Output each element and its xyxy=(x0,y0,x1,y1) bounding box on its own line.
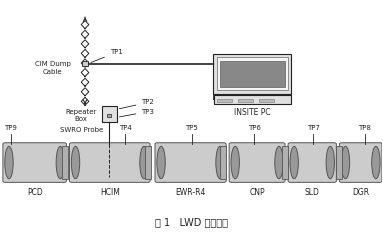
Ellipse shape xyxy=(5,146,13,179)
Ellipse shape xyxy=(216,146,224,179)
FancyBboxPatch shape xyxy=(214,95,291,104)
Text: Repeater
Box: Repeater Box xyxy=(65,109,97,122)
Bar xyxy=(238,99,253,102)
Text: INSITE PC: INSITE PC xyxy=(234,107,271,116)
Bar xyxy=(282,146,288,179)
Text: TP6: TP6 xyxy=(248,125,261,131)
Text: TP1: TP1 xyxy=(91,49,123,62)
Bar xyxy=(82,62,88,66)
Bar xyxy=(336,146,342,179)
Text: CIM Dump
Cable: CIM Dump Cable xyxy=(35,62,70,75)
Bar xyxy=(102,106,116,122)
Bar xyxy=(145,146,151,179)
Ellipse shape xyxy=(341,146,350,179)
Text: EWR-R4: EWR-R4 xyxy=(175,188,206,197)
FancyBboxPatch shape xyxy=(217,57,288,90)
Text: SWRO Probe: SWRO Probe xyxy=(60,127,103,133)
Ellipse shape xyxy=(231,146,239,179)
FancyBboxPatch shape xyxy=(69,143,150,182)
Ellipse shape xyxy=(275,146,283,179)
Ellipse shape xyxy=(56,146,64,179)
FancyBboxPatch shape xyxy=(339,143,382,182)
Text: DGR: DGR xyxy=(352,188,369,197)
Text: HCIM: HCIM xyxy=(100,188,120,197)
FancyBboxPatch shape xyxy=(213,54,291,94)
Text: TP7: TP7 xyxy=(307,125,319,131)
Text: TP3: TP3 xyxy=(119,109,154,117)
Bar xyxy=(220,61,285,87)
Text: SLD: SLD xyxy=(305,188,320,197)
Bar xyxy=(108,114,111,116)
Bar xyxy=(62,146,68,179)
Text: TP5: TP5 xyxy=(185,125,198,131)
FancyBboxPatch shape xyxy=(3,143,66,182)
Ellipse shape xyxy=(290,146,298,179)
Text: CNP: CNP xyxy=(249,188,265,197)
Ellipse shape xyxy=(372,146,380,179)
FancyBboxPatch shape xyxy=(155,143,226,182)
Bar xyxy=(259,99,273,102)
Ellipse shape xyxy=(71,146,80,179)
Ellipse shape xyxy=(157,146,165,179)
FancyBboxPatch shape xyxy=(288,143,336,182)
Bar xyxy=(220,146,226,179)
Text: PCD: PCD xyxy=(27,188,43,197)
Text: TP2: TP2 xyxy=(119,99,154,109)
Text: TP4: TP4 xyxy=(119,125,131,131)
Text: TP8: TP8 xyxy=(358,125,371,131)
Text: 图 1   LWD 系统结构: 图 1 LWD 系统结构 xyxy=(155,217,228,227)
Text: TP9: TP9 xyxy=(5,125,17,131)
Ellipse shape xyxy=(140,146,148,179)
FancyBboxPatch shape xyxy=(229,143,285,182)
Ellipse shape xyxy=(326,146,334,179)
Bar xyxy=(218,99,232,102)
